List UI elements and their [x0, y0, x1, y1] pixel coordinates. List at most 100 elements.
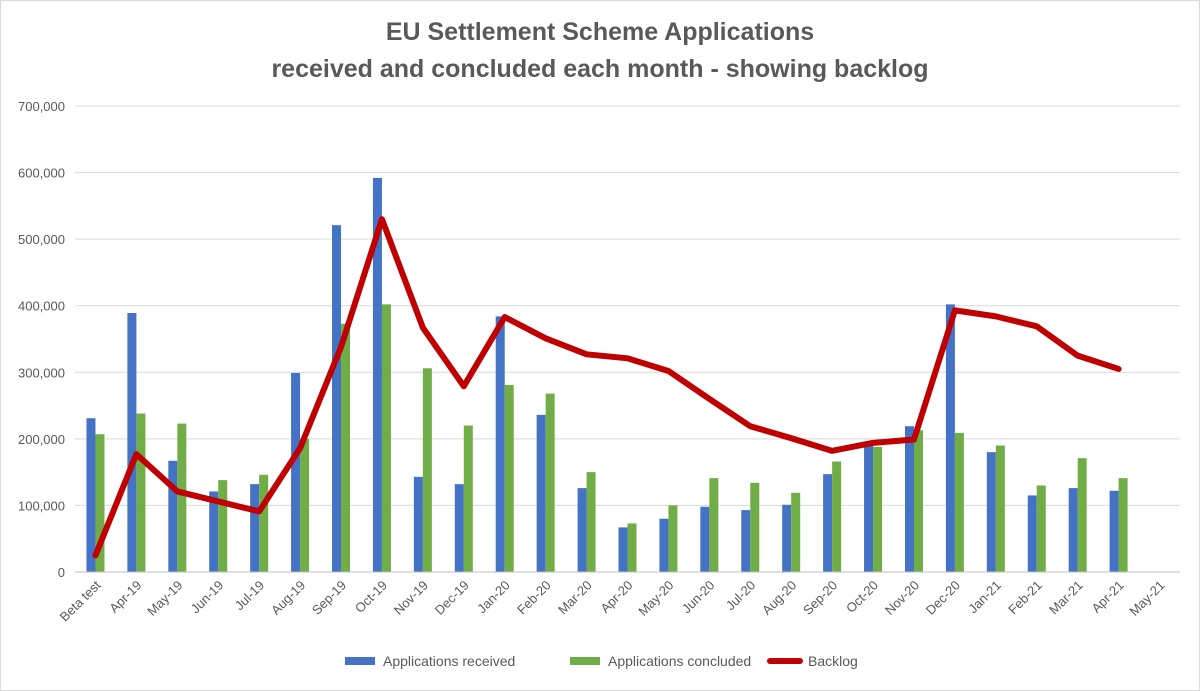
x-tick-label: Jan-20 [474, 578, 513, 617]
legend-label: Applications concluded [608, 653, 751, 669]
bar-applications-received [291, 372, 301, 572]
x-tick-label: Mar-20 [555, 578, 595, 618]
x-tick-label: Apr-19 [106, 578, 144, 616]
bar-applications-received [659, 518, 669, 572]
bar-applications-received [209, 491, 219, 572]
x-tick-label: Sep-19 [309, 578, 349, 618]
bar-applications-concluded [463, 425, 473, 572]
bar-applications-received [1027, 495, 1037, 572]
bar-applications-concluded [218, 480, 228, 572]
bar-applications-concluded [545, 393, 555, 572]
x-tick-label: Aug-20 [759, 578, 799, 618]
bar-applications-concluded [1077, 458, 1087, 572]
bar-applications-received [945, 304, 955, 572]
backlog-line [92, 216, 1122, 559]
y-tick-label: 600,000 [18, 166, 65, 181]
bar-applications-received [823, 474, 833, 572]
legend-swatch [570, 657, 600, 665]
y-tick-label: 300,000 [18, 365, 65, 380]
bar-applications-received [250, 484, 260, 572]
bar-applications-received [168, 460, 178, 572]
bar-applications-received [904, 426, 914, 572]
bars [86, 177, 1128, 573]
chart-subtitle: received and concluded each month - show… [271, 55, 929, 83]
legend-swatch [345, 657, 375, 665]
chart-title: EU Settlement Scheme Applications [385, 18, 815, 46]
legend: Applications received Applications conclu… [345, 653, 858, 669]
x-tick-label: May-19 [144, 578, 185, 619]
x-tick-label: May-20 [635, 578, 676, 619]
bar-applications-concluded [995, 445, 1005, 572]
y-tick-label: 700,000 [18, 99, 65, 114]
bar-applications-received [741, 510, 751, 572]
x-tick-label: May-21 [1126, 578, 1167, 619]
bar-applications-received [495, 316, 505, 572]
x-tick-label: Sep-20 [800, 578, 840, 618]
gridlines [75, 105, 1180, 506]
bar-applications-concluded [1118, 478, 1128, 572]
x-tick-label: Nov-20 [882, 578, 922, 618]
bar-applications-concluded [709, 478, 719, 572]
x-tick-label: Apr-21 [1089, 578, 1127, 616]
y-tick-label: 200,000 [18, 432, 65, 447]
y-tick-label: 0 [58, 565, 65, 580]
x-tick-label: Feb-21 [1005, 578, 1045, 618]
bar-applications-received [454, 484, 464, 572]
bar-applications-concluded [300, 438, 310, 572]
bar-applications-received [618, 527, 628, 572]
bar-applications-received [372, 177, 382, 572]
x-tick-label: Jan-21 [965, 578, 1004, 617]
x-tick-label: Aug-19 [268, 578, 308, 618]
x-tick-label: Jun-20 [679, 578, 718, 617]
legend-label: Backlog [808, 653, 858, 669]
bar-applications-concluded [913, 430, 923, 572]
x-tick-label: Nov-19 [391, 578, 431, 618]
bar-applications-concluded [177, 423, 187, 572]
x-tick-label: Oct-19 [352, 578, 390, 616]
bar-applications-concluded [422, 368, 432, 572]
bar-applications-concluded [668, 505, 678, 572]
bar-applications-concluded [954, 432, 964, 572]
x-tick-label: Dec-19 [432, 578, 472, 618]
bar-applications-concluded [750, 482, 760, 572]
x-tick-label: Beta test [57, 577, 104, 624]
bar-applications-received [1068, 488, 1078, 572]
x-tick-label: Mar-21 [1046, 578, 1086, 618]
bar-applications-received [577, 488, 587, 572]
bar-applications-received [127, 313, 137, 572]
bar-applications-received [86, 418, 96, 572]
legend-label: Applications received [383, 653, 515, 669]
bar-applications-received [986, 452, 996, 572]
bar-applications-concluded [504, 384, 514, 572]
bar-applications-received [782, 504, 792, 572]
bar-applications-concluded [259, 474, 269, 572]
y-tick-label: 100,000 [18, 498, 65, 513]
bar-applications-received [536, 414, 546, 572]
x-tick-label: Jul-19 [232, 578, 268, 614]
backlog-line-layer [92, 216, 1122, 559]
bar-applications-concluded [832, 461, 842, 572]
bar-applications-concluded [627, 523, 637, 572]
bar-applications-concluded [136, 413, 146, 572]
bar-applications-received [413, 476, 423, 572]
bar-applications-concluded [586, 472, 596, 572]
x-tick-label: Oct-20 [843, 578, 881, 616]
x-tick-label: Jun-19 [188, 578, 227, 617]
x-axis-ticks: Beta test Apr-19 May-19 Jun-19 Jul-19 Aug-19 S… [57, 577, 1168, 624]
x-tick-label: Feb-20 [514, 578, 554, 618]
bar-applications-received [700, 506, 710, 572]
x-tick-label: Jul-20 [723, 578, 759, 614]
y-tick-label: 400,000 [18, 299, 65, 314]
bar-applications-received [1109, 490, 1119, 572]
bar-applications-concluded [381, 304, 391, 572]
bar-applications-concluded [95, 434, 105, 572]
y-axis-ticks: 0 100,000 200,000 300,000 400,000 500,000 600,… [18, 99, 65, 580]
x-tick-label: Apr-20 [597, 578, 635, 616]
bar-applications-received [332, 225, 342, 573]
bar-applications-received [864, 444, 874, 572]
bar-applications-concluded [873, 446, 883, 572]
y-tick-label: 500,000 [18, 232, 65, 247]
bar-applications-concluded [1036, 485, 1046, 572]
x-tick-label: Dec-20 [923, 578, 963, 618]
